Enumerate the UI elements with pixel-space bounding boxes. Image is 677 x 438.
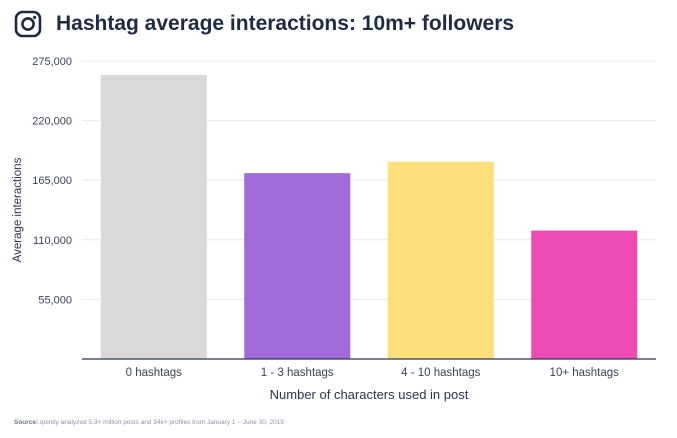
y-tick-label: 275,000: [32, 56, 72, 68]
y-tick-label: 110,000: [33, 235, 72, 247]
x-tick-label: 10+ hashtags: [550, 367, 620, 379]
x-tick-label: 4 - 10 hashtags: [401, 367, 481, 379]
bar: [531, 230, 638, 359]
source-text: quintly analyzed 5.3+ million posts and …: [40, 419, 284, 426]
y-tick-label: 220,000: [32, 116, 72, 128]
x-tick-label: 0 hashtags: [126, 367, 183, 379]
x-axis-title: Number of characters used in post: [270, 387, 469, 402]
y-axis-title: Average interactions: [12, 157, 24, 262]
bar: [387, 161, 494, 359]
chart-title: Hashtag average interactions: 10m+ follo…: [56, 12, 515, 35]
source-note: Source: quintly analyzed 5.3+ million po…: [14, 419, 284, 426]
bar: [100, 75, 207, 359]
chart-header: Hashtag average interactions: 10m+ follo…: [14, 8, 514, 40]
instagram-icon: [14, 10, 42, 38]
x-tick-label: 1 - 3 hashtags: [261, 367, 334, 379]
y-tick-label: 165,000: [32, 175, 72, 187]
source-label: Source:: [14, 419, 39, 426]
bar-chart: 55,000 110,000 165,000 220,000 275,000 0 hash…: [12, 56, 656, 402]
bar: [244, 173, 351, 359]
y-tick-label: 55,000: [38, 294, 72, 306]
